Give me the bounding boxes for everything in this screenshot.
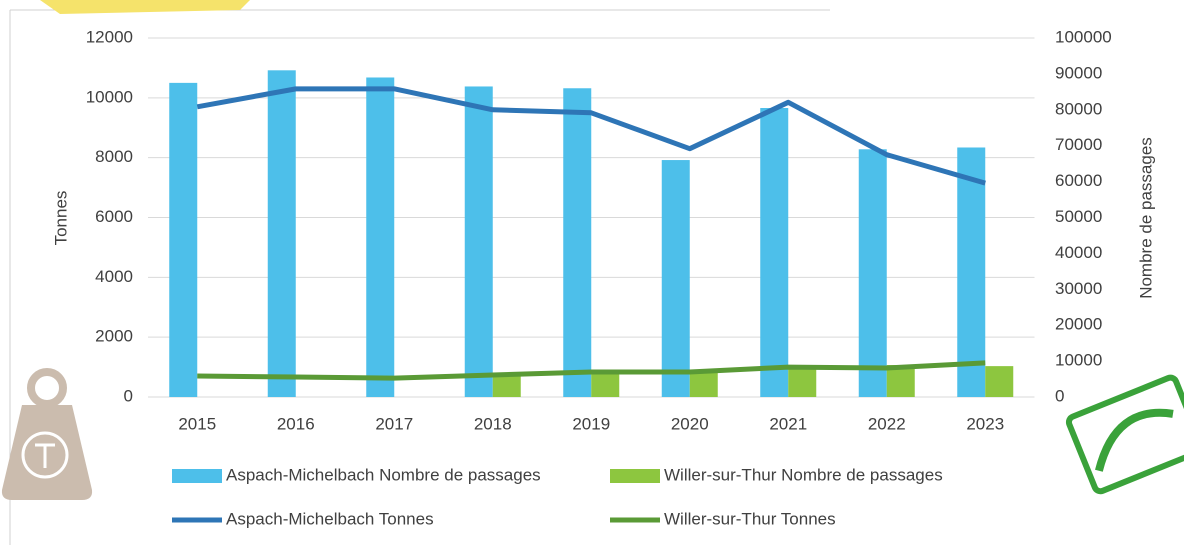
bar — [563, 88, 592, 397]
y-tick-label: 2000 — [95, 327, 133, 346]
y2-tick-label: 100000 — [1055, 27, 1112, 46]
y2-axis-title: Nombre de passages — [1136, 137, 1155, 299]
bar — [492, 375, 521, 397]
bar — [464, 86, 493, 397]
legend-label: Willer-sur-Thur Nombre de passages — [664, 465, 943, 484]
y-tick-label: 8000 — [95, 147, 133, 166]
x-tick-label: 2017 — [375, 414, 413, 433]
y2-tick-label: 50000 — [1055, 207, 1102, 226]
y-tick-label: 10000 — [86, 87, 133, 106]
bar — [267, 70, 296, 397]
bar — [886, 365, 915, 397]
bar — [689, 370, 718, 397]
y-tick-label: 0 — [124, 386, 133, 405]
y2-tick-label: 30000 — [1055, 279, 1102, 298]
y2-tick-label: 40000 — [1055, 243, 1102, 262]
bar — [957, 147, 986, 397]
y-axis-title: Tonnes — [51, 191, 70, 246]
x-tick-label: 2018 — [474, 414, 512, 433]
x-tick-label: 2016 — [277, 414, 315, 433]
y2-tick-label: 60000 — [1055, 171, 1102, 190]
bar — [985, 366, 1014, 397]
line — [196, 86, 986, 186]
bar — [760, 108, 789, 397]
x-tick-label: 2022 — [868, 414, 906, 433]
bar — [858, 149, 887, 397]
card-icon — [1065, 374, 1184, 495]
y-tick-label: 12000 — [86, 27, 133, 46]
sticky-note — [40, 0, 250, 14]
y2-tick-label: 0 — [1055, 386, 1064, 405]
y2-tick-label: 70000 — [1055, 135, 1102, 154]
y2-tick-label: 80000 — [1055, 99, 1102, 118]
y2-tick-label: 90000 — [1055, 63, 1102, 82]
line — [197, 360, 986, 381]
x-tick-label: 2015 — [178, 414, 216, 433]
y-tick-label: 4000 — [95, 267, 133, 286]
legend-label: Aspach-Michelbach Tonnes — [226, 509, 434, 528]
legend-swatch — [610, 469, 660, 483]
bar — [169, 82, 198, 397]
x-tick-label: 2021 — [769, 414, 807, 433]
legend-swatch — [172, 469, 222, 483]
legend-label: Willer-sur-Thur Tonnes — [664, 509, 836, 528]
x-tick-label: 2023 — [966, 414, 1004, 433]
bar — [788, 365, 817, 397]
x-tick-label: 2019 — [572, 414, 610, 433]
weight-icon — [1, 368, 93, 500]
bar — [591, 371, 620, 397]
bar — [366, 77, 395, 398]
y2-tick-label: 20000 — [1055, 315, 1102, 334]
x-tick-label: 2020 — [671, 414, 709, 433]
y-tick-label: 6000 — [95, 207, 133, 226]
legend-label: Aspach-Michelbach Nombre de passages — [226, 465, 541, 484]
y2-tick-label: 10000 — [1055, 351, 1102, 370]
bar — [661, 160, 690, 397]
